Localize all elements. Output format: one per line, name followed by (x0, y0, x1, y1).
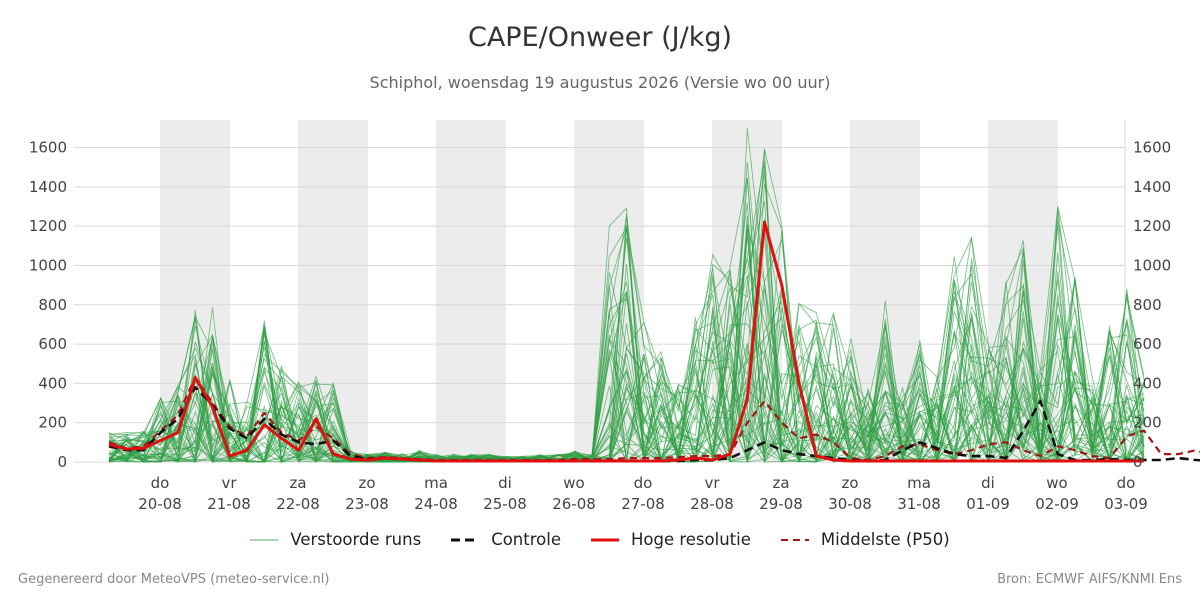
shaded-day-band (436, 120, 506, 462)
shaded-day-band (160, 120, 230, 462)
y-tick-label-right: 1600 (1133, 139, 1171, 157)
x-tick-day: wo (563, 474, 584, 492)
legend-label-ensemble: Verstoorde runs (290, 530, 422, 549)
ensemble-member-line (108, 274, 1145, 464)
x-tick-date: 27-08 (621, 495, 665, 513)
ensemble-member-line (108, 161, 1145, 464)
x-tick-date: 26-08 (552, 495, 596, 513)
x-tick-day: do (1117, 474, 1136, 492)
y-tick-label: 400 (38, 374, 67, 392)
legend-item-ensemble: Verstoorde runs (250, 530, 421, 549)
legend-item-control: Controle (451, 530, 561, 549)
legend-swatch-median (780, 538, 809, 541)
x-tick-date: 03-09 (1104, 495, 1148, 513)
x-tick-day: ma (907, 474, 931, 492)
ensemble-member-line (108, 258, 1145, 464)
ensemble-member-line (108, 249, 1145, 463)
control-line (108, 385, 1200, 463)
x-tick-day: di (498, 474, 512, 492)
y-tick-label-right: 1000 (1133, 256, 1171, 274)
y-tick-label: 0 (57, 453, 67, 471)
y-tick-label: 1400 (29, 178, 67, 196)
legend-label-control: Controle (491, 530, 561, 549)
y-tick-label-right: 800 (1133, 296, 1162, 314)
x-tick-day: zo (358, 474, 375, 492)
ensemble-member-line (108, 294, 1145, 463)
y-tick-label: 200 (38, 414, 67, 432)
chart-title: CAPE/Onweer (J/kg) (467, 22, 732, 53)
legend-label-highres: Hoge resolutie (630, 530, 751, 549)
y-tick-label: 1200 (29, 217, 67, 235)
ensemble-member-line (108, 230, 1145, 463)
x-tick-date: 02-09 (1035, 495, 1079, 513)
x-axis: do 20-08 vr 21-08 za 22-08 zo 23-08 ma 24-08 di 25-… (138, 474, 1148, 513)
x-tick-day: vr (704, 474, 720, 492)
y-tick-label: 600 (38, 335, 67, 353)
x-tick-day: wo (1046, 474, 1067, 492)
x-tick-date: 29-08 (759, 495, 803, 513)
legend-swatch-control (451, 538, 480, 541)
y-tick-label-right: 400 (1133, 374, 1162, 392)
x-tick-date: 01-09 (966, 495, 1010, 513)
y-tick-label: 800 (38, 296, 67, 314)
y-tick-label-right: 0 (1133, 453, 1143, 471)
y-tick-label-right: 600 (1133, 335, 1162, 353)
highres-line (108, 220, 1144, 463)
main-lines (108, 220, 1200, 463)
x-tick-day: di (981, 474, 995, 492)
x-tick-day: zo (841, 474, 858, 492)
y-tick-label-right: 200 (1133, 414, 1162, 432)
ensemble-member-line (108, 165, 1145, 463)
x-tick-day: do (151, 474, 170, 492)
ensemble-member-line (108, 330, 1145, 464)
x-tick-day: vr (221, 474, 237, 492)
ensemble-member-line (108, 161, 1145, 463)
legend-label-median: Middelste (P50) (820, 530, 950, 549)
footer-source: Bron: ECMWF AIFS/KNMI Ens (997, 572, 1182, 587)
ensemble-member-line (108, 324, 1145, 463)
x-tick-day: ma (424, 474, 448, 492)
x-tick-date: 21-08 (207, 495, 251, 513)
y-tick-label: 1600 (29, 139, 67, 157)
y-axis-left: 0 200 400 600 800 1000 1200 1400 1600 (29, 139, 67, 471)
legend-swatch-highres (590, 538, 619, 541)
ensemble-member-line (108, 128, 1145, 463)
y-axis-right: 0 200 400 600 800 1000 1200 1400 1600 (1133, 139, 1171, 471)
x-tick-day: za (772, 474, 789, 492)
chart-subtitle: Schiphol, woensdag 19 augustus 2026 (Ver… (369, 73, 831, 92)
legend: Verstoorde runs Controle Hoge resolutie … (0, 530, 1200, 549)
legend-swatch-ensemble (250, 539, 279, 540)
ensemble-member-line (108, 201, 1145, 463)
y-tick-label-right: 1400 (1133, 178, 1171, 196)
x-tick-day: za (289, 474, 306, 492)
x-tick-date: 30-08 (828, 495, 872, 513)
median-line (108, 376, 1200, 462)
legend-item-median: Middelste (P50) (780, 530, 950, 549)
x-tick-date: 24-08 (414, 495, 458, 513)
legend-item-highres: Hoge resolutie (590, 530, 751, 549)
x-tick-date: 22-08 (276, 495, 320, 513)
ensemble-member-line (108, 307, 1145, 463)
x-tick-date: 25-08 (483, 495, 527, 513)
x-tick-date: 23-08 (345, 495, 389, 513)
ensemble-member-line (108, 273, 1145, 464)
x-tick-date: 20-08 (138, 495, 182, 513)
x-tick-date: 31-08 (897, 495, 941, 513)
x-tick-day: do (634, 474, 653, 492)
ensemble-member-line (108, 202, 1145, 463)
footer-credit: Gegenereerd door MeteoVPS (meteo-service… (18, 572, 330, 587)
x-tick-date: 28-08 (690, 495, 734, 513)
y-tick-label: 1000 (29, 256, 67, 274)
y-tick-label-right: 1200 (1133, 217, 1171, 235)
